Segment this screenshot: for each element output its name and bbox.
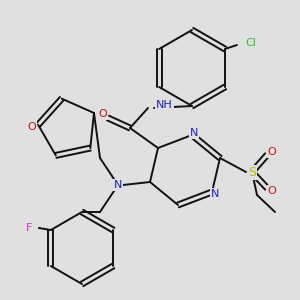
Text: S: S [248,166,256,178]
Text: N: N [211,189,219,199]
Text: O: O [268,147,276,157]
Text: N: N [114,180,122,190]
Text: O: O [99,109,107,119]
Text: O: O [28,122,37,132]
Text: NH: NH [156,100,173,110]
Text: N: N [190,128,198,138]
Text: F: F [26,223,32,233]
Text: Cl: Cl [245,38,256,48]
Text: O: O [268,186,276,196]
